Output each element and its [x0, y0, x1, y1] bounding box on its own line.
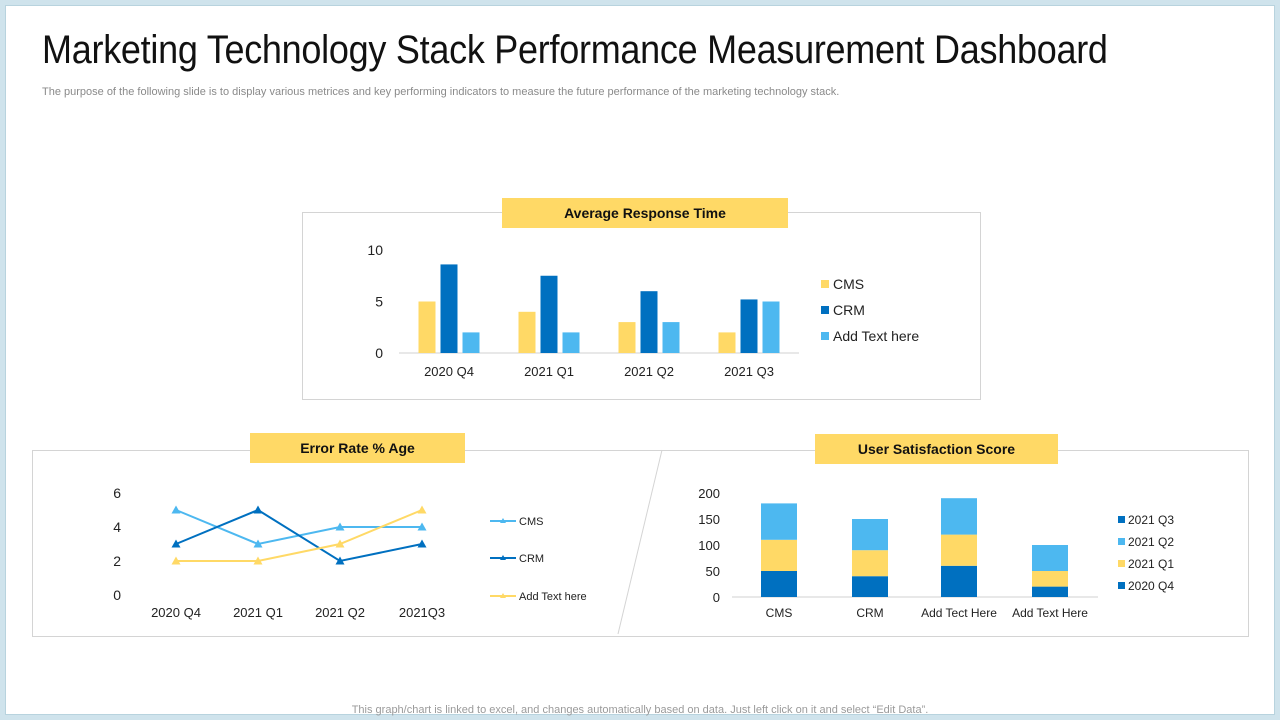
legend-swatch-crm [821, 306, 829, 314]
legend-swatch-2021-q3 [1118, 516, 1125, 523]
x-tick-label: 2021 Q1 [524, 364, 574, 379]
bar-segment-2020-q4-cms [761, 571, 797, 597]
line-cms [175, 509, 422, 546]
bar-crm-2021-q2 [640, 291, 658, 353]
bar-add-text-here-2021-q3 [762, 301, 780, 353]
line-add-text-here [176, 509, 423, 562]
bar-segment-2021-q1-add-text-here [1032, 571, 1068, 587]
bar-segment-2021-q2-crm [852, 519, 888, 551]
x-tick-label: CMS [766, 606, 793, 620]
bar-crm-2021-q1 [540, 275, 558, 353]
bar-add-text-here-2021-q1 [562, 332, 580, 353]
y-tick-label: 4 [113, 519, 121, 535]
marker-add-text-here-2021-q2 [335, 539, 345, 548]
x-tick-label: CRM [856, 606, 883, 620]
panel-divider [617, 449, 663, 635]
bar-crm-2021-q3 [740, 299, 758, 353]
bar-segment-2021-q2-add-text-here [1032, 545, 1068, 571]
legend-label-2020-q4: 2020 Q4 [1128, 579, 1174, 593]
y-tick-label: 100 [698, 538, 720, 553]
y-tick-label: 0 [113, 587, 121, 603]
y-tick-label: 2 [113, 553, 121, 569]
x-tick-label: 2020 Q4 [151, 605, 201, 620]
marker-crm-2021-q2 [335, 556, 345, 565]
y-tick-label: 0 [713, 590, 720, 605]
y-tick-label: 0 [375, 345, 383, 361]
y-tick-label: 200 [698, 486, 720, 501]
error-rate-banner: Error Rate % Age [250, 433, 465, 463]
marker-cms-2021-q2 [335, 522, 345, 531]
marker-add-text-here-2020-q4 [171, 556, 181, 565]
bar-segment-2021-q2-cms [761, 503, 797, 540]
x-tick-label: 2021 Q2 [315, 605, 365, 620]
legend-swatch-2020-q4 [1118, 582, 1125, 589]
bar-cms-2021-q3 [718, 332, 736, 353]
legend-label-add-text-here: Add Text here [519, 591, 587, 603]
user-satisfaction-banner: User Satisfaction Score [815, 434, 1058, 464]
error-rate-chart: 0 2 4 6 2020 Q4 2021 Q1 2021 Q2 2021Q3 CMS CRM Add… [113, 485, 587, 620]
bar-add-text-here-2020-q4 [462, 332, 480, 353]
marker-crm-2021q3 [417, 539, 427, 548]
error-rate-panel: 0 2 4 6 2020 Q4 2021 Q1 2021 Q2 2021Q3 CMS CRM Add… [32, 450, 663, 637]
bar-cms-2021-q1 [518, 311, 536, 353]
bar-add-text-here-2021-q2 [662, 322, 680, 353]
bar-segment-2020-q4-add-text-here [1032, 586, 1068, 597]
legend-label-2021-q1: 2021 Q1 [1128, 557, 1174, 571]
bar-segment-2021-q1-add-tect-here [941, 534, 977, 566]
response-time-banner: Average Response Time [502, 198, 788, 228]
y-tick-label: 10 [367, 242, 383, 258]
bar-segment-2021-q1-cms [761, 539, 797, 571]
y-tick-label: 6 [113, 485, 121, 501]
legend-label-cms: CMS [519, 516, 543, 528]
legend-label-cms: CMS [833, 276, 864, 292]
marker-cms-2021-q1 [253, 539, 263, 548]
x-tick-label: 2021 Q2 [624, 364, 674, 379]
marker-crm-2020-q4 [171, 539, 181, 548]
page-title: Marketing Technology Stack Performance M… [42, 28, 1108, 72]
legend-swatch-2021-q2 [1118, 538, 1125, 545]
legend-marker-cms [500, 518, 506, 523]
page-subtitle: The purpose of the following slide is to… [42, 86, 840, 98]
response-time-panel: 0 5 10 2020 Q4 2021 Q1 2021 Q2 2021 Q3 CMS CRM Ad… [302, 212, 981, 400]
legend-label-crm: CRM [833, 302, 865, 318]
response-time-chart: 0 5 10 2020 Q4 2021 Q1 2021 Q2 2021 Q3 CMS CRM Ad… [367, 242, 919, 379]
footer-note: This graph/chart is linked to excel, and… [351, 704, 929, 716]
x-tick-label: 2021 Q3 [724, 364, 774, 379]
legend-label-add-text-here: Add Text here [833, 328, 919, 344]
marker-cms-2021q3 [417, 522, 427, 531]
x-tick-label: Add Tect Here [921, 606, 997, 620]
legend-swatch-cms [821, 280, 829, 288]
bar-cms-2021-q2 [618, 322, 636, 353]
x-tick-label: 2021Q3 [399, 605, 445, 620]
bar-segment-2021-q1-crm [852, 550, 888, 577]
x-tick-label: 2020 Q4 [424, 364, 474, 379]
legend-label-2021-q3: 2021 Q3 [1128, 513, 1174, 527]
marker-crm-2021-q1 [253, 505, 263, 514]
y-tick-label: 50 [706, 564, 720, 579]
y-tick-label: 5 [375, 294, 383, 310]
marker-add-text-here-2021q3 [417, 505, 427, 514]
legend-label-2021-q2: 2021 Q2 [1128, 535, 1174, 549]
bar-cms-2020-q4 [418, 301, 436, 353]
x-tick-label: 2021 Q1 [233, 605, 283, 620]
bar-segment-2020-q4-crm [852, 576, 888, 597]
marker-cms-2020-q4 [171, 505, 181, 514]
legend-marker-crm [500, 555, 506, 560]
y-tick-label: 150 [698, 512, 720, 527]
legend-label-crm: CRM [519, 553, 544, 565]
legend-swatch-add-text-here [821, 332, 829, 340]
legend-swatch-2021-q1 [1118, 560, 1125, 567]
user-satisfaction-panel: 0 50 100 150 200 CMS CRM Add Tect Here Add Text … [662, 450, 1249, 637]
bar-segment-2021-q2-add-tect-here [941, 498, 977, 535]
user-satisfaction-chart: 0 50 100 150 200 CMS CRM Add Tect Here Add Text … [698, 486, 1174, 620]
line-crm [175, 508, 423, 563]
bar-segment-2020-q4-add-tect-here [941, 565, 977, 597]
legend-marker-add-text-here [500, 593, 506, 598]
bar-crm-2020-q4 [440, 264, 458, 353]
x-tick-label: Add Text Here [1012, 606, 1088, 620]
marker-add-text-here-2021-q1 [253, 556, 263, 565]
